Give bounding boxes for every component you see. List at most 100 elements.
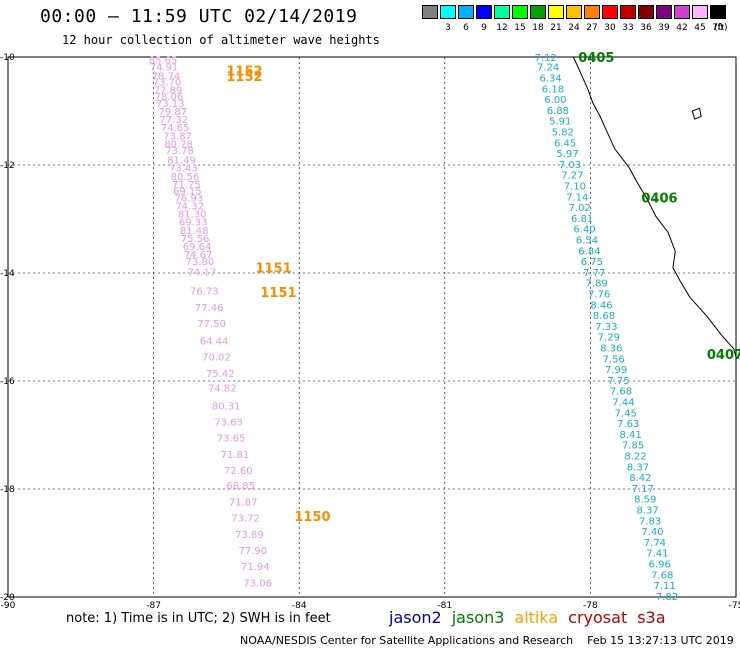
satellite-legend: jason2 jason3 altika cryosat s3a — [389, 608, 676, 627]
time-label: 1152 — [226, 70, 262, 85]
lat-tick-label: -10 — [0, 53, 15, 63]
wave-height-value: 8.68 — [593, 311, 615, 322]
wave-height-value: 71.87 — [229, 497, 258, 508]
wave-height-value: 80.78 — [164, 139, 193, 150]
lat-tick-label: -14 — [0, 269, 15, 279]
wave-height-value: 6.34 — [539, 74, 561, 85]
wave-height-value: 81.30 — [178, 210, 207, 221]
wave-height-value: 7.56 — [603, 354, 625, 365]
wave-height-value: 7.27 — [561, 171, 583, 182]
wave-height-value: 7.41 — [646, 549, 668, 560]
lon-tick-label: -84 — [292, 601, 307, 611]
wave-height-value: 7.12 — [535, 53, 557, 64]
footer-credit: NOAA/NESDIS Center for Satellite Applica… — [240, 634, 734, 647]
wave-height-value: 79.87 — [158, 107, 187, 118]
color-scale-label: 70 — [712, 23, 724, 33]
wave-height-value: 6.88 — [547, 106, 569, 117]
wave-height-value: 7.99 — [605, 365, 627, 376]
wave-height-value: 7.24 — [537, 63, 559, 74]
legend-cryosat: cryosat — [568, 608, 628, 627]
color-scale-label: 12 — [496, 23, 508, 33]
wave-height-value: 72.60 — [224, 466, 253, 477]
wave-height-value: 5.91 — [549, 117, 571, 128]
color-scale-label: 24 — [568, 23, 580, 33]
wave-height-value: 7.03 — [559, 160, 581, 171]
wave-height-value: 71.75 — [172, 180, 201, 191]
wave-height-value: 7.63 — [617, 419, 639, 430]
wave-height-value: 8.41 — [620, 430, 642, 441]
island-outline — [691, 107, 702, 120]
color-scale-label: 45 — [694, 23, 706, 33]
wave-height-value: 7.68 — [610, 387, 632, 398]
lon-tick-label: -78 — [583, 601, 598, 611]
color-scale-label: 15 — [514, 23, 526, 33]
wave-height-value: 73.72 — [231, 514, 260, 525]
wave-height-value: 73.89 — [235, 530, 264, 541]
wave-height-value: 7.44 — [612, 398, 634, 409]
wave-height-value: 5.82 — [552, 128, 574, 139]
color-swatch — [422, 5, 438, 19]
legend-s3a: s3a — [637, 608, 666, 627]
wave-height-value: 8.46 — [590, 300, 612, 311]
wave-height-value: 8.37 — [637, 506, 659, 517]
coastline — [572, 56, 737, 357]
color-swatch — [656, 5, 672, 19]
color-swatch — [692, 5, 708, 19]
color-swatch — [710, 5, 726, 19]
color-swatch — [476, 5, 492, 19]
wave-height-value: 6.75 — [581, 257, 603, 268]
color-swatch — [494, 5, 510, 19]
color-scale-label: 42 — [676, 23, 688, 33]
lat-tick-label: -16 — [0, 377, 15, 387]
wave-height-value: 7.82 — [656, 592, 678, 603]
wave-height-value: 74.67 — [184, 250, 213, 261]
wave-height-value: 8.59 — [634, 495, 656, 506]
color-scale-label: 6 — [463, 23, 469, 33]
wave-height-value: 74.32 — [175, 202, 204, 213]
wave-height-value: 68.85 — [226, 481, 255, 492]
color-swatch — [638, 5, 654, 19]
wave-height-value: 6.40 — [573, 225, 595, 236]
color-swatch — [512, 5, 528, 19]
color-swatch — [674, 5, 690, 19]
wave-height-value: 6.84 — [578, 246, 600, 257]
wave-height-value: 7.85 — [622, 441, 644, 452]
wave-height-value: 69.33 — [179, 218, 208, 229]
color-scale-units: (ft) — [714, 23, 728, 33]
wave-height-value: 73.43 — [169, 164, 198, 175]
wave-height-value: 73.65 — [217, 434, 246, 445]
wave-height-value: 71.81 — [221, 450, 250, 461]
lon-tick-label: -75 — [729, 601, 740, 611]
lon-tick-label: -81 — [437, 601, 452, 611]
wave-height-value: 81.49 — [167, 156, 196, 167]
time-label: 0407 — [707, 348, 740, 363]
color-swatch — [440, 5, 456, 19]
credit-text: NOAA/NESDIS Center for Satellite Applica… — [240, 634, 574, 647]
wave-height-value: 80.56 — [171, 172, 200, 183]
wave-height-value: 75.42 — [206, 369, 235, 380]
color-scale-label: 9 — [481, 23, 487, 33]
map-frame — [7, 56, 737, 598]
wave-height-value: 7.14 — [566, 192, 588, 203]
color-swatch — [566, 5, 582, 19]
color-swatch — [620, 5, 636, 19]
wave-height-value: 6.96 — [649, 560, 671, 571]
wave-height-value: 8.37 — [627, 462, 649, 473]
wave-height-value: 76.93 — [174, 193, 203, 204]
wave-height-value: 73.70 — [153, 77, 182, 88]
wave-height-value: 70.02 — [202, 353, 231, 364]
time-label: 1151 — [256, 262, 292, 277]
wave-height-value: 80.31 — [212, 401, 241, 412]
color-swatch — [584, 5, 600, 19]
wave-height-value: 7.11 — [653, 581, 675, 592]
wave-height-value: 7.68 — [651, 570, 673, 581]
wave-height-value: 75.56 — [181, 234, 210, 245]
wave-height-value: 71.94 — [241, 562, 270, 573]
wave-height-value: 78.06 — [155, 92, 184, 103]
wave-height-value: 7.45 — [615, 408, 637, 419]
color-scale-label: 39 — [658, 23, 670, 33]
wave-height-value: 77.90 — [239, 546, 268, 557]
wave-height-value: 7.29 — [598, 333, 620, 344]
wave-height-value: 77.32 — [159, 115, 188, 126]
wave-height-value: 78.74 — [152, 71, 181, 82]
